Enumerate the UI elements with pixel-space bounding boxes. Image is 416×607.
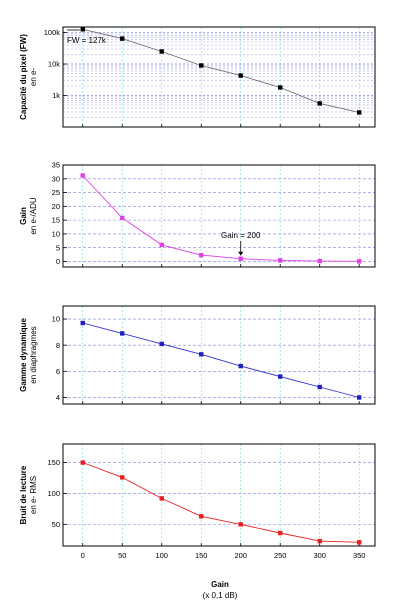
x-tick-label: 350 [353,551,366,560]
data-point [238,363,243,369]
y-axis-unit: en e-/ADU [29,197,38,235]
y-tick-label: 10 [52,315,60,324]
panel-frame [62,26,376,128]
data-point [199,252,204,258]
data-point [278,374,283,379]
annotation-arrow-head [238,251,244,256]
y-tick-label: 0 [56,257,60,266]
annotation-fw: FW = 127k [67,36,107,45]
data-point [120,475,125,480]
y-tick-label: 4 [56,393,60,402]
panel-1: 1k 10k 100k Capacité du pixel (FW) en e- FW =… [19,26,376,128]
x-axis: Gain (x 0,1 dB) [203,580,238,600]
panel-4: 50 100 150 Bruit de lecture en e- RMS 0 50 100 1… [19,443,376,560]
y-tick-label: 20 [52,202,60,211]
y-axis-label: Capacité du pixel (FW) [19,34,28,120]
series-line [82,28,360,113]
data-point [238,73,243,78]
x-tick-label: 300 [313,551,326,560]
y-tick-label: 10k [48,60,60,69]
data-point [317,538,322,544]
y-tick-label: 50 [52,520,60,529]
y-axis-unit: en diaphragmes [29,326,38,383]
data-point [238,522,243,527]
y-axis-label: Gain [19,207,28,225]
panel-3: 4 6 8 10 Gamme dynamique en diaphragmes [19,305,376,405]
y-tick-label: 35 [52,161,60,170]
data-point [357,540,362,545]
y-tick-label: 1k [52,91,60,100]
x-axis-unit: (x 0,1 dB) [203,591,238,600]
data-point [80,320,85,326]
y-axis-unit: en e- RMS [29,476,38,514]
y-tick-label: 15 [52,216,60,225]
data-point [159,341,164,347]
data-point [199,514,204,519]
x-axis-label: Gain [211,580,229,589]
y-tick-label: 8 [56,341,60,350]
data-point [357,395,362,400]
data-point [159,49,164,54]
data-point [199,63,204,68]
x-tick-label: 50 [118,551,126,560]
annotation-gain: Gain = 200 [221,231,261,240]
panel-frame [62,305,376,405]
y-tick-label: 150 [47,458,60,467]
data-point [238,256,243,261]
y-tick-label: 5 [56,243,60,252]
data-point [317,101,322,106]
series-line [82,322,360,398]
x-tick-label: 100 [155,551,168,560]
chart-panels: 1k 10k 100k Capacité du pixel (FW) en e- FW =… [19,26,376,560]
data-point [278,258,283,263]
x-tick-label: 200 [234,551,247,560]
series-line [82,462,360,543]
y-axis-unit: en e- [29,68,38,87]
panel-frame [62,164,376,268]
data-point [120,215,125,221]
data-point [199,352,204,357]
data-point [80,460,85,465]
data-point [317,384,322,390]
data-point [120,36,125,41]
data-point [357,259,362,264]
data-point [80,173,85,178]
y-tick-label: 100k [44,28,61,37]
y-axis-label: Gamme dynamique [19,318,28,392]
data-point [357,110,362,115]
data-point [278,85,283,90]
data-point [80,27,85,32]
y-tick-label: 10 [52,230,60,239]
series-line [82,175,360,262]
data-point [278,530,283,536]
panel-2: 0 5 10 15 20 25 30 35 Gain en e-/ADU Gain = 200 [19,161,376,268]
panel-frame [62,443,376,547]
data-point [317,258,322,264]
y-tick-label: 6 [56,367,60,376]
data-point [159,242,164,248]
data-point [159,496,164,501]
x-tick-label: 250 [274,551,287,560]
y-tick-label: 25 [52,188,60,197]
y-tick-label: 100 [47,489,60,498]
x-tick-label: 0 [81,551,85,560]
data-point [120,331,125,336]
y-axis-label: Bruit de lecture [19,465,28,524]
x-tick-label: 150 [195,551,208,560]
y-tick-label: 30 [52,174,60,183]
